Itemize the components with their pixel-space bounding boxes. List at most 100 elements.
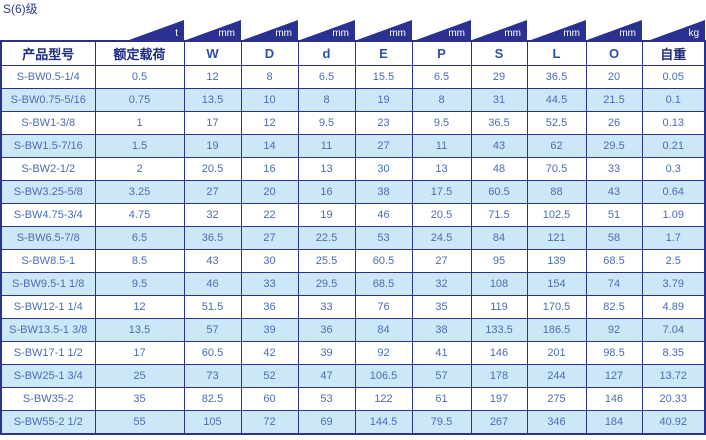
value-cell: 43 [183,249,242,273]
table-row: S-BW35-2 35 82.5 60 53 122 61 197 275 146 20.33 [0,387,706,411]
value-cell: 20.5 [183,157,242,181]
value-cell: 62 [526,134,587,158]
value-cell: 33 [240,272,299,296]
value-cell: 32 [183,203,242,227]
value-cell: 154 [526,272,587,296]
unit-cell: t [95,20,184,40]
value-cell: 38 [354,180,413,204]
value-cell: 20 [240,180,299,204]
value-cell: 58 [585,226,643,250]
value-cell: 0.5 [94,65,185,89]
value-cell: 17 [183,111,242,135]
unit-triangle: kg [650,20,705,40]
unit-cell: mm [241,20,298,40]
value-cell: 27 [354,134,413,158]
value-cell: 29.5 [585,134,643,158]
value-cell: 44.5 [526,88,587,112]
value-cell: 35 [411,295,472,319]
model-cell: S-BW1-3/8 [0,111,96,135]
unit-triangle: t [129,20,184,40]
unit-cell: mm [586,20,642,40]
value-cell: 275 [526,387,587,411]
value-cell: 47 [297,364,356,388]
value-cell: 23 [354,111,413,135]
value-cell: 6.5 [411,65,472,89]
value-cell: 29.5 [297,272,356,296]
value-cell: 1.5 [94,134,185,158]
model-cell: S-BW9.5-1 1/8 [0,272,96,296]
unit-label: mm [504,28,521,39]
model-cell: S-BW0.5-1/4 [0,65,96,89]
model-cell: S-BW55-2 1/2 [0,410,96,435]
value-cell: 26 [585,111,643,135]
model-cell: S-BW0.75-5/16 [0,88,96,112]
value-cell: 21.5 [585,88,643,112]
value-cell: 0.64 [641,180,706,204]
value-cell: 84 [354,318,413,342]
value-cell: 95 [470,249,528,273]
value-cell: 69 [297,410,356,435]
unit-triangle: mm [357,20,412,40]
value-cell: 16 [297,180,356,204]
table-row: S-BW25-1 3/4 25 73 52 47 106.5 57 178 244 127 13.7… [0,364,706,388]
value-cell: 13.5 [183,88,242,112]
value-cell: 46 [354,203,413,227]
model-cell: S-BW1.5-7/16 [0,134,96,158]
value-cell: 3.79 [641,272,706,296]
value-cell: 2 [94,157,185,181]
value-cell: 6.5 [297,65,356,89]
value-cell: 12 [94,295,185,319]
value-cell: 19 [354,88,413,112]
value-cell: 31 [470,88,528,112]
value-cell: 32 [411,272,472,296]
value-cell: 36 [240,295,299,319]
value-cell: 144.5 [354,410,413,435]
value-cell: 6.5 [94,226,185,250]
value-cell: 30 [240,249,299,273]
value-cell: 1.09 [641,203,706,227]
value-cell: 0.1 [641,88,706,112]
unit-triangle: mm [416,20,471,40]
value-cell: 12 [240,111,299,135]
model-cell: S-BW8.5-1 [0,249,96,273]
value-cell: 74 [585,272,643,296]
value-cell: 36.5 [183,226,242,250]
value-cell: 139 [526,249,587,273]
model-cell: S-BW3.25-5/8 [0,180,96,204]
value-cell: 41 [411,341,472,365]
table-row: S-BW2-1/2 2 20.5 16 13 30 13 48 70.5 33 0.3 [0,157,706,181]
unit-label: mm [275,28,292,39]
unit-label: mm [218,28,235,39]
model-cell: S-BW35-2 [0,387,96,411]
table-row: S-BW0.75-5/16 0.75 13.5 10 8 19 8 31 44.5 21.5 0.1 [0,88,706,112]
value-cell: 24.5 [411,226,472,250]
value-cell: 20 [585,65,643,89]
value-cell: 53 [297,387,356,411]
value-cell: 76 [354,295,413,319]
value-cell: 13 [411,157,472,181]
value-cell: 108 [470,272,528,296]
table-row: S-BW17-1 1/2 17 60.5 42 39 92 41 146 201 98.5 8.35 [0,341,706,365]
value-cell: 68.5 [585,249,643,273]
value-cell: 25 [94,364,185,388]
value-cell: 7.04 [641,318,706,342]
header-cell: S [470,40,528,66]
value-cell: 0.05 [641,65,706,89]
value-cell: 244 [526,364,587,388]
value-cell: 42 [240,341,299,365]
value-cell: 53 [354,226,413,250]
model-cell: S-BW4.75-3/4 [0,203,96,227]
value-cell: 40.92 [641,410,706,435]
model-cell: S-BW25-1 3/4 [0,364,96,388]
value-cell: 60.5 [354,249,413,273]
value-cell: 8 [297,88,356,112]
table-row: S-BW6.5-7/8 6.5 36.5 27 22.5 53 24.5 84 121 58 1.7 [0,226,706,250]
table-row: S-BW1-3/8 1 17 12 9.5 23 9.5 36.5 52.5 26 0.13 [0,111,706,135]
value-cell: 71.5 [470,203,528,227]
header-cell: D [240,40,299,66]
value-cell: 30 [354,157,413,181]
value-cell: 170.5 [526,295,587,319]
value-cell: 122 [354,387,413,411]
unit-label: kg [688,28,699,39]
